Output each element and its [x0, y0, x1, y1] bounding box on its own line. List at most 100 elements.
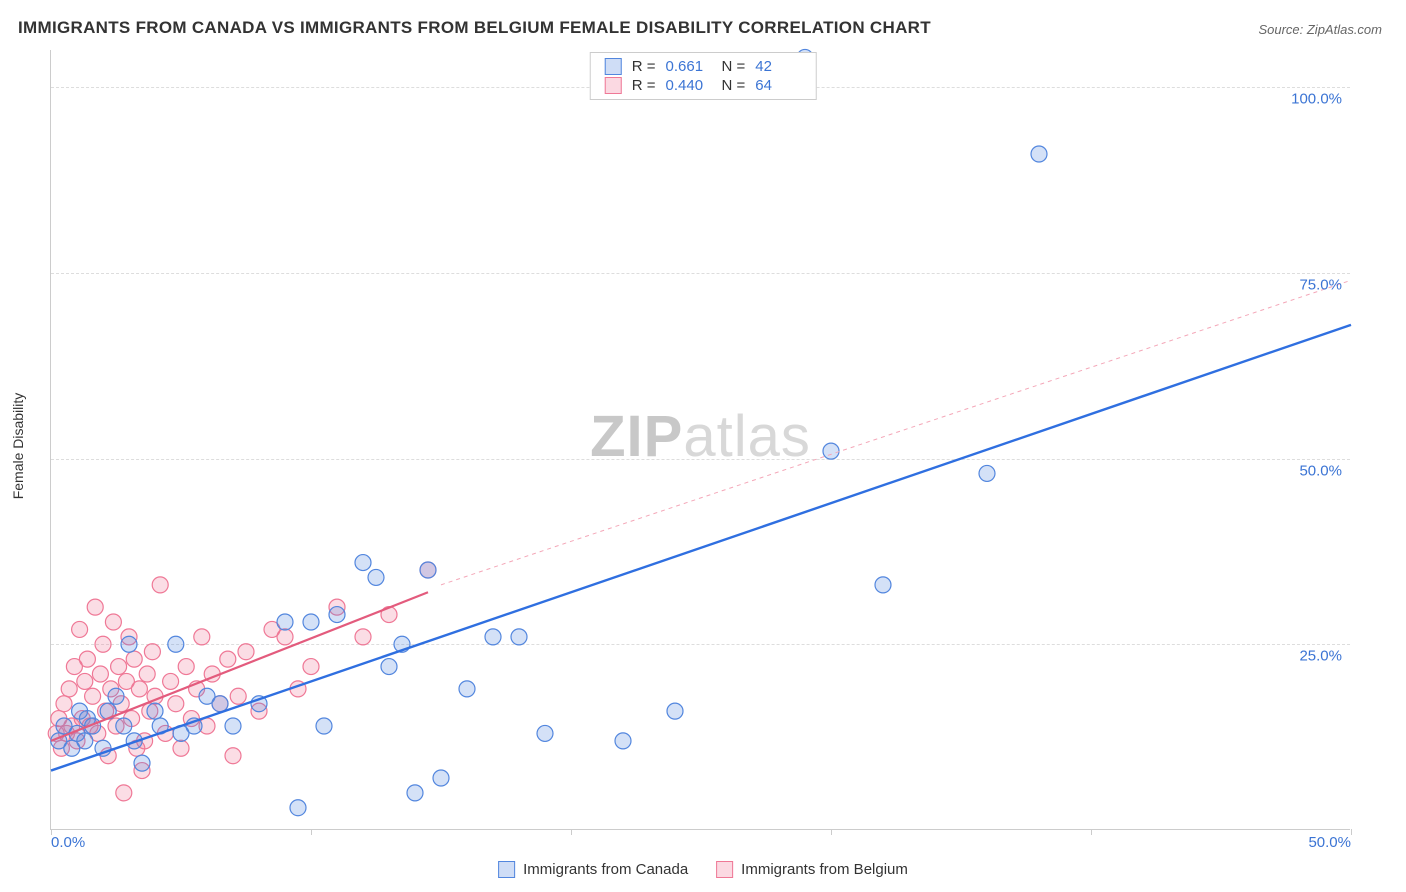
- n-value: 42: [755, 58, 801, 75]
- scatter-point: [77, 673, 93, 689]
- scatter-point: [875, 577, 891, 593]
- scatter-point: [144, 644, 160, 660]
- y-tick-label: 25.0%: [1299, 648, 1342, 665]
- x-tick-mark: [571, 829, 572, 835]
- legend-series: Immigrants from Canada Immigrants from Be…: [498, 861, 908, 878]
- scatter-point: [173, 740, 189, 756]
- scatter-point: [87, 599, 103, 615]
- legend-swatch: [605, 77, 622, 94]
- scatter-point: [72, 621, 88, 637]
- source-prefix: Source:: [1258, 22, 1306, 37]
- scatter-point: [1031, 146, 1047, 162]
- r-value: 0.440: [666, 77, 712, 94]
- scatter-point: [212, 696, 228, 712]
- r-label: R =: [632, 58, 656, 75]
- trend-line: [441, 280, 1351, 585]
- scatter-point: [537, 725, 553, 741]
- legend-series-item: Immigrants from Canada: [498, 861, 688, 878]
- trend-line: [51, 592, 428, 741]
- scatter-point: [303, 659, 319, 675]
- scatter-point: [277, 614, 293, 630]
- scatter-point: [108, 688, 124, 704]
- scatter-point: [420, 562, 436, 578]
- scatter-svg: [51, 50, 1350, 829]
- legend-series-label: Immigrants from Belgium: [741, 861, 908, 878]
- scatter-point: [230, 688, 246, 704]
- scatter-point: [485, 629, 501, 645]
- scatter-point: [77, 733, 93, 749]
- y-tick-label: 100.0%: [1291, 91, 1342, 108]
- scatter-point: [152, 577, 168, 593]
- legend-correlation-row: R = 0.661 N = 42: [605, 57, 802, 76]
- n-label: N =: [722, 58, 746, 75]
- scatter-point: [79, 651, 95, 667]
- scatter-point: [433, 770, 449, 786]
- scatter-point: [168, 636, 184, 652]
- scatter-point: [511, 629, 527, 645]
- scatter-point: [303, 614, 319, 630]
- x-tick-label: 0.0%: [51, 834, 85, 851]
- scatter-point: [116, 785, 132, 801]
- scatter-point: [316, 718, 332, 734]
- x-tick-mark: [831, 829, 832, 835]
- legend-correlation: R = 0.661 N = 42 R = 0.440 N = 64: [590, 52, 817, 100]
- legend-swatch: [498, 861, 515, 878]
- legend-series-label: Immigrants from Canada: [523, 861, 688, 878]
- legend-swatch: [716, 861, 733, 878]
- scatter-point: [163, 673, 179, 689]
- source-attribution: Source: ZipAtlas.com: [1258, 22, 1382, 37]
- scatter-point: [355, 555, 371, 571]
- scatter-point: [615, 733, 631, 749]
- legend-correlation-row: R = 0.440 N = 64: [605, 76, 802, 95]
- scatter-point: [290, 800, 306, 816]
- scatter-point: [178, 659, 194, 675]
- scatter-point: [61, 681, 77, 697]
- scatter-point: [407, 785, 423, 801]
- source-name: ZipAtlas.com: [1307, 22, 1382, 37]
- scatter-point: [85, 688, 101, 704]
- scatter-point: [381, 659, 397, 675]
- scatter-point: [139, 666, 155, 682]
- scatter-point: [111, 659, 127, 675]
- scatter-point: [459, 681, 475, 697]
- scatter-point: [56, 696, 72, 712]
- plot-area: ZIPatlas 25.0%50.0%75.0%100.0% 0.0%50.0%: [50, 50, 1350, 830]
- scatter-point: [95, 636, 111, 652]
- scatter-point: [92, 666, 108, 682]
- y-axis-label: Female Disability: [10, 393, 26, 500]
- n-value: 64: [755, 77, 801, 94]
- scatter-point: [238, 644, 254, 660]
- x-tick-label: 50.0%: [1308, 834, 1351, 851]
- scatter-point: [105, 614, 121, 630]
- y-tick-label: 50.0%: [1299, 462, 1342, 479]
- scatter-point: [126, 651, 142, 667]
- scatter-point: [134, 755, 150, 771]
- scatter-point: [131, 681, 147, 697]
- scatter-point: [121, 636, 137, 652]
- x-tick-mark: [1351, 829, 1352, 835]
- scatter-point: [147, 703, 163, 719]
- scatter-point: [823, 443, 839, 459]
- chart-container: IMMIGRANTS FROM CANADA VS IMMIGRANTS FRO…: [0, 0, 1406, 892]
- legend-swatch: [605, 58, 622, 75]
- scatter-point: [225, 718, 241, 734]
- y-tick-label: 75.0%: [1299, 276, 1342, 293]
- scatter-point: [329, 607, 345, 623]
- scatter-point: [667, 703, 683, 719]
- scatter-point: [277, 629, 293, 645]
- scatter-point: [368, 569, 384, 585]
- scatter-point: [979, 465, 995, 481]
- trend-line: [51, 325, 1351, 771]
- n-label: N =: [722, 77, 746, 94]
- scatter-point: [194, 629, 210, 645]
- chart-title: IMMIGRANTS FROM CANADA VS IMMIGRANTS FRO…: [18, 18, 931, 38]
- scatter-point: [355, 629, 371, 645]
- r-value: 0.661: [666, 58, 712, 75]
- scatter-point: [168, 696, 184, 712]
- x-tick-mark: [1091, 829, 1092, 835]
- r-label: R =: [632, 77, 656, 94]
- scatter-point: [220, 651, 236, 667]
- x-tick-mark: [311, 829, 312, 835]
- legend-series-item: Immigrants from Belgium: [716, 861, 908, 878]
- scatter-point: [225, 748, 241, 764]
